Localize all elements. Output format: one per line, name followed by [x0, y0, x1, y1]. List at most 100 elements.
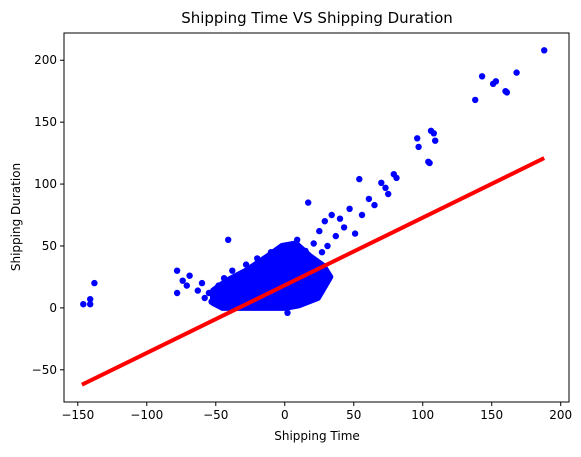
- plot-frame: [63, 32, 570, 403]
- scatter-point: [240, 279, 247, 287]
- scatter-point: [382, 184, 389, 191]
- scatter-point: [291, 270, 298, 277]
- scatter-point: [267, 249, 275, 256]
- scatter-point: [307, 257, 315, 264]
- y-tick-label: 150: [34, 115, 57, 129]
- scatter-point: [310, 240, 317, 247]
- scatter-point: [251, 270, 258, 277]
- x-tick-label: 100: [411, 408, 434, 422]
- scatter-point: [415, 143, 422, 151]
- scatter-point: [378, 179, 385, 186]
- scatter-point: [215, 282, 222, 289]
- axes: −150 −100 −50 0 50 100 150 200 −50 0 50 100 150 200: [32, 32, 572, 422]
- scatter-point: [430, 130, 437, 137]
- x-tick-label: 200: [549, 408, 572, 422]
- dense-scatter-cluster: [210, 240, 334, 311]
- x-tick-label: 50: [346, 408, 361, 422]
- scatter-point: [80, 301, 87, 308]
- y-tick-label: 100: [34, 177, 57, 191]
- scatter-point: [226, 292, 233, 299]
- scatter-point: [87, 301, 94, 308]
- scatter-point: [492, 78, 500, 85]
- scatter-point: [332, 232, 339, 240]
- x-tick-label: 150: [480, 408, 503, 422]
- scatter-point: [302, 247, 309, 255]
- y-tick-label: −50: [32, 363, 57, 377]
- scatter-point: [256, 282, 264, 289]
- scatter-point: [432, 137, 439, 144]
- scatter-point: [265, 277, 272, 284]
- plot-area: [80, 47, 548, 387]
- scatter-point: [478, 73, 486, 80]
- scatter-point: [233, 286, 240, 293]
- scatter-point: [194, 287, 201, 294]
- scatter-point: [87, 296, 94, 303]
- scatter-point: [426, 159, 433, 167]
- scatter-point: [183, 282, 190, 289]
- scatter-point: [262, 265, 269, 272]
- scatter-point: [365, 195, 373, 203]
- regression-lines: [81, 156, 546, 387]
- scatter-point: [173, 289, 181, 297]
- scatter-point: [173, 267, 181, 274]
- scatter-point: [278, 273, 286, 281]
- scatter-point: [393, 174, 400, 182]
- scatter-point: [324, 242, 331, 250]
- x-tick-label: −50: [203, 408, 228, 422]
- scatter-point: [321, 218, 328, 225]
- chart-title: Shipping Time VS Shipping Duration: [181, 9, 453, 27]
- scatter-point: [541, 47, 548, 54]
- scatter-point: [340, 224, 348, 231]
- scatter-point: [503, 89, 511, 96]
- scatter-point: [284, 309, 291, 316]
- scatter-point: [281, 242, 288, 250]
- scatter-point: [296, 261, 304, 268]
- scatter-point: [91, 279, 98, 287]
- scatter-point: [218, 294, 225, 302]
- scatter-point: [201, 294, 208, 302]
- scatter-point: [247, 289, 254, 297]
- scatter-point: [273, 267, 280, 274]
- scatter-point: [328, 211, 335, 219]
- scatter-point: [294, 236, 301, 243]
- scatter-density-region: [210, 240, 334, 311]
- scatter-point: [242, 261, 250, 268]
- scatter-point: [225, 236, 232, 243]
- scatter-point: [351, 230, 359, 237]
- x-tick-label: −100: [130, 408, 163, 422]
- scatter-point: [208, 298, 215, 305]
- scatter-point: [356, 175, 363, 183]
- x-axis-ticks: −150 −100 −50 0 50 100 150 200: [61, 402, 572, 422]
- regression-line: [81, 156, 546, 387]
- y-axis-ticks: −50 0 50 100 150 200: [32, 53, 64, 377]
- y-tick-label: 50: [42, 239, 57, 253]
- scatter-point: [371, 201, 378, 209]
- y-tick-label: 200: [34, 53, 57, 67]
- scatter-point: [220, 275, 228, 282]
- scatter-point: [179, 277, 186, 284]
- scatter-point: [472, 96, 479, 104]
- y-tick-label: 0: [49, 301, 57, 315]
- scatter-point: [336, 215, 344, 222]
- scatter-point: [236, 297, 243, 304]
- scatter-point: [414, 135, 421, 142]
- x-tick-label: −150: [61, 408, 94, 422]
- scatter-point: [305, 199, 312, 206]
- y-axis-label: Shipping Duration: [9, 163, 23, 271]
- scatter-point: [513, 69, 520, 76]
- scatter-point: [318, 249, 326, 256]
- scatter-point: [288, 255, 295, 262]
- scatter-point: [346, 205, 353, 212]
- scatter-point: [316, 227, 323, 235]
- scatter-point: [276, 298, 283, 305]
- x-axis-label: Shipping Time: [274, 429, 360, 443]
- scatter-point: [186, 272, 193, 279]
- x-tick-label: 0: [281, 408, 289, 422]
- scatter-point: [198, 279, 206, 287]
- scatter-point: [229, 267, 236, 274]
- scatter-point: [385, 190, 392, 198]
- scatter-point: [358, 211, 366, 219]
- scatter-point: [205, 289, 213, 297]
